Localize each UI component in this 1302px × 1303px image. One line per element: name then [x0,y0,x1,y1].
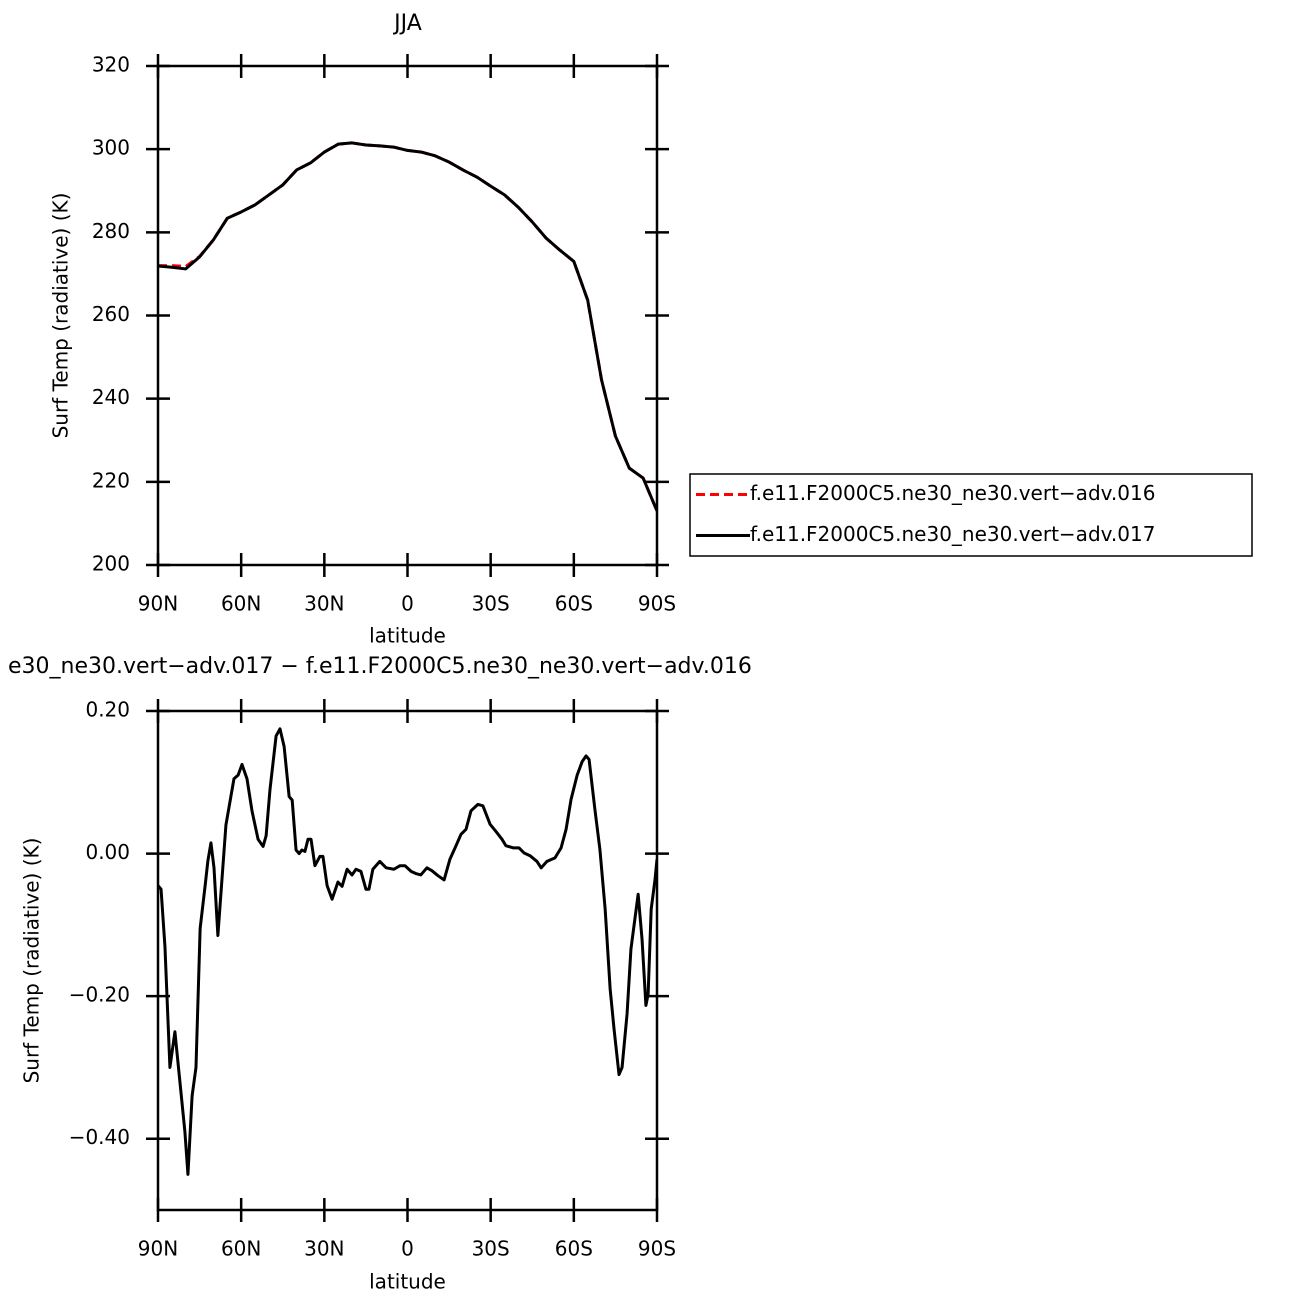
y-tick-label: 0.00 [85,840,130,864]
legend-label: f.e11.F2000C5.ne30_ne30.vert−adv.016 [750,481,1155,505]
chart-title: e30_ne30.vert−adv.017 − f.e11.F2000C5.ne… [8,654,752,679]
data-line [158,727,657,1176]
x-tick-label: 60N [221,592,261,616]
y-tick-label: 220 [92,468,130,492]
data-line [158,141,657,512]
chart-title: JJA [392,11,422,36]
y-tick-label: 320 [92,53,130,77]
data-line [158,141,657,512]
x-tick-label: 0 [401,592,414,616]
legend: f.e11.F2000C5.ne30_ne30.vert−adv.016 f.e1… [689,473,1253,557]
plot: JJA latitude Surf Temp (radiative) (K) 90N 6… [49,11,1253,648]
legend-box [689,473,1253,557]
x-tick-label: 30N [304,1237,344,1261]
y-tick-label: 260 [92,302,130,326]
y-tick-label: −0.20 [69,983,130,1007]
plot: e30_ne30.vert−adv.017 − f.e11.F2000C5.ne… [8,654,752,1294]
x-tick-label: 60S [555,1237,593,1261]
x-tick-label: 30S [472,1237,510,1261]
y-tick-label: −0.40 [69,1125,130,1149]
y-tick-label: 240 [92,385,130,409]
x-axis-title: latitude [369,624,446,648]
x-axis-title: latitude [369,1270,446,1294]
x-tick-label: 0 [401,1237,414,1261]
x-tick-label: 90S [638,1237,676,1261]
y-tick-label: 200 [92,552,130,576]
legend-label: f.e11.F2000C5.ne30_ne30.vert−adv.017 [750,522,1155,546]
x-tick-label: 90S [638,592,676,616]
x-tick-label: 90N [138,592,178,616]
y-tick-label: 0.20 [85,698,130,722]
x-tick-label: 60N [221,1237,261,1261]
x-tick-label: 30N [304,592,344,616]
y-axis-title: Surf Temp (radiative) (K) [20,838,44,1084]
y-tick-label: 280 [92,219,130,243]
x-tick-label: 30S [472,592,510,616]
y-tick-label: 300 [92,136,130,160]
y-axis-title: Surf Temp (radiative) (K) [49,193,73,439]
x-tick-label: 60S [555,592,593,616]
plot-frame [156,64,659,567]
x-tick-label: 90N [138,1237,178,1261]
